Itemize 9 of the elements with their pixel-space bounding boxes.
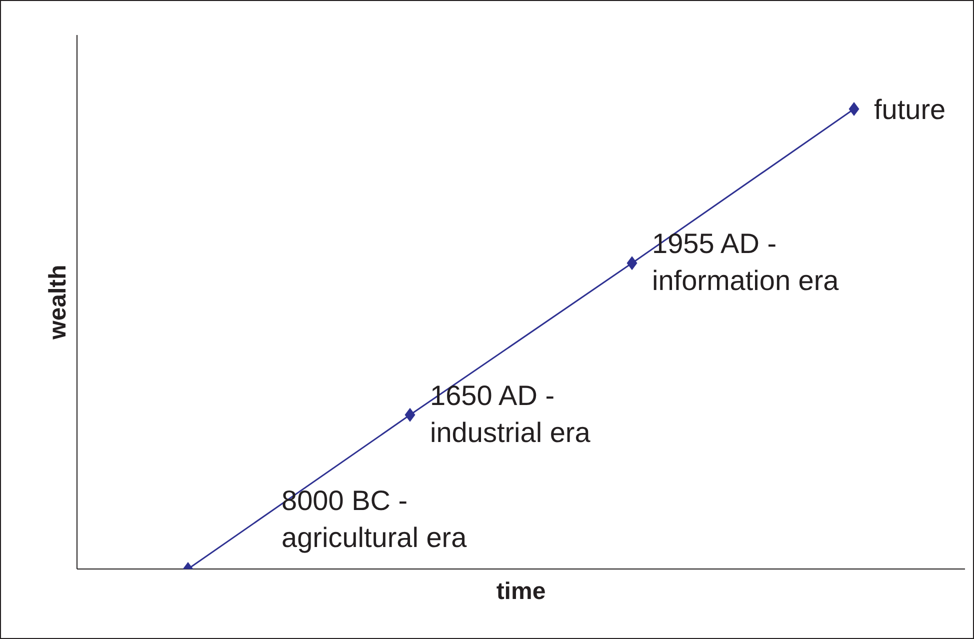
x-axis-title: time xyxy=(496,578,546,605)
point xyxy=(848,102,860,116)
annotation: 8000 BC - agricultural era xyxy=(282,484,468,552)
point xyxy=(626,256,638,270)
y-axis-title: wealth xyxy=(44,264,72,340)
annotation: 1650 AD - industrial era xyxy=(430,379,591,448)
annotation: future xyxy=(874,94,946,125)
annotation: 1955 AD - information era xyxy=(652,228,840,296)
point xyxy=(404,408,416,422)
